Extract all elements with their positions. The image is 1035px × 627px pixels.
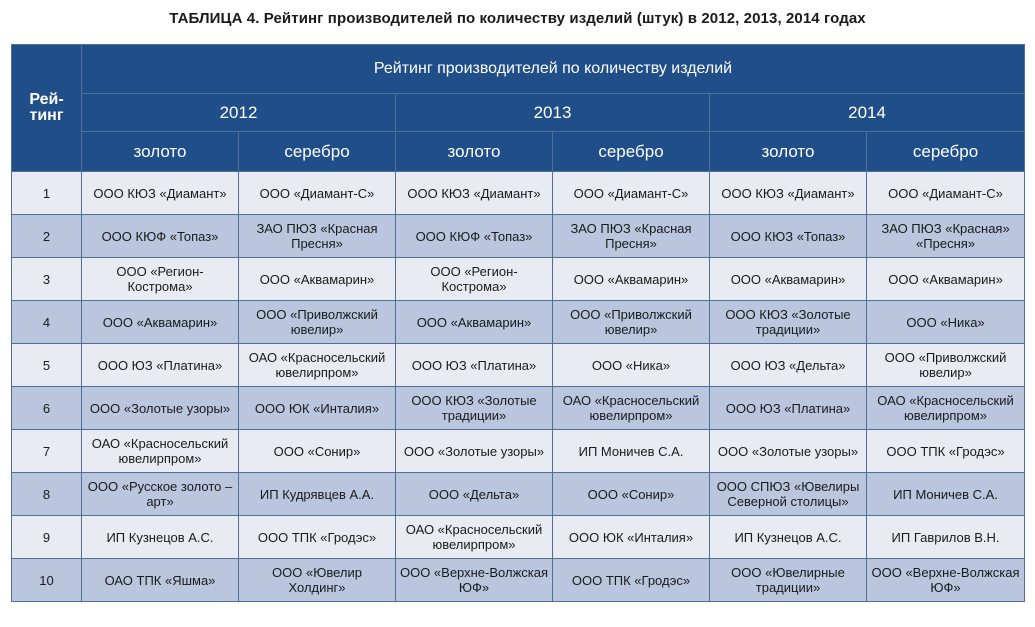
manufacturer-cell: ООО «Аквамарин»: [552, 257, 710, 301]
manufacturer-cell: ОАО «Красносельский ювелирпром»: [238, 343, 396, 387]
manufacturer-cell: ООО «Золотые узоры»: [395, 429, 553, 473]
year-header-2014: 2014: [708, 93, 1026, 132]
manufacturer-cell: ИП Кудрявцев А.А.: [238, 472, 396, 516]
rating-table: Рей- тинг Рейтинг производителей по коли…: [11, 44, 1026, 602]
manufacturer-cell: ООО СПЮЗ «Ювелиры Северной столицы»: [709, 472, 867, 516]
manufacturer-cell: ОАО «Красносельский ювелирпром»: [395, 515, 553, 559]
manufacturer-cell: ООО «Аквамарин»: [865, 257, 1026, 301]
group-title-header: Рейтинг производителей по количеству изд…: [80, 44, 1026, 94]
manufacturer-cell: ООО «Ника»: [865, 300, 1026, 344]
manufacturer-cell: ООО «Приволжский ювелир»: [238, 300, 396, 344]
manufacturer-cell: ООО «Ника»: [552, 343, 710, 387]
manufacturer-cell: ОАО «Красносельский ювелирпром»: [81, 429, 239, 473]
manufacturer-cell: ОАО ТПК «Яшма»: [81, 558, 239, 602]
rank-cell: 4: [11, 300, 82, 344]
manufacturer-cell: ООО КЮЗ «Топаз»: [709, 214, 867, 258]
metal-header-silver-2012: серебро: [238, 131, 396, 172]
table-row: 8 ООО «Русское золото – арт» ИП Кудрявцев …: [11, 472, 1026, 516]
manufacturer-cell: ИП Гаврилов В.Н.: [865, 515, 1026, 559]
manufacturer-cell: ООО «Ювелирные традиции»: [709, 558, 867, 602]
table-row: 6 ООО «Золотые узоры» ООО ЮК «Инталия» ООО …: [11, 386, 1026, 430]
manufacturer-cell: ООО «Верхне-Волжская ЮФ»: [865, 558, 1026, 602]
table-body: 1 ООО КЮЗ «Диамант» ООО «Диамант-С» ООО КЮЗ…: [11, 171, 1026, 602]
manufacturer-cell: ООО КЮФ «Топаз»: [81, 214, 239, 258]
manufacturer-cell: ИП Кузнецов А.С.: [81, 515, 239, 559]
manufacturer-cell: ООО ЮК «Инталия»: [238, 386, 396, 430]
manufacturer-cell: ООО «Золотые узоры»: [709, 429, 867, 473]
manufacturer-cell: ООО «Сонир»: [238, 429, 396, 473]
manufacturer-cell: ООО «Сонир»: [552, 472, 710, 516]
manufacturer-cell: ООО ЮЗ «Платина»: [395, 343, 553, 387]
table-row: 5 ООО ЮЗ «Платина» ОАО «Красносельский юве…: [11, 343, 1026, 387]
manufacturer-cell: ООО «Приволжский ювелир»: [865, 343, 1026, 387]
manufacturer-cell: ООО «Диамант-С»: [238, 171, 396, 215]
manufacturer-cell: ООО «Диамант-С»: [865, 171, 1026, 215]
rank-header-line-1: Рей-: [29, 91, 64, 108]
manufacturer-cell: ИП Моничев С.А.: [552, 429, 710, 473]
manufacturer-cell: ООО «Регион-Кострома»: [81, 257, 239, 301]
table-row: 1 ООО КЮЗ «Диамант» ООО «Диамант-С» ООО КЮЗ…: [11, 171, 1026, 215]
manufacturer-cell: ООО «Аквамарин»: [81, 300, 239, 344]
rank-cell: 8: [11, 472, 82, 516]
metal-header-gold-2013: золото: [395, 131, 553, 172]
manufacturer-cell: ЗАО ПЮЗ «Красная» «Пресня»: [865, 214, 1026, 258]
manufacturer-cell: ООО «Аквамарин»: [238, 257, 396, 301]
manufacturer-cell: ООО КЮФ «Топаз»: [395, 214, 553, 258]
manufacturer-cell: ООО «Приволжский ювелир»: [552, 300, 710, 344]
manufacturer-cell: ООО «Регион-Кострома»: [395, 257, 553, 301]
manufacturer-cell: ООО ЮЗ «Платина»: [81, 343, 239, 387]
table-row: 4 ООО «Аквамарин» ООО «Приволжский ювелир»…: [11, 300, 1026, 344]
rank-cell: 6: [11, 386, 82, 430]
manufacturer-cell: ООО «Аквамарин»: [395, 300, 553, 344]
manufacturer-cell: ОАО «Красносельский ювелирпром»: [552, 386, 710, 430]
metal-header-gold-2014: золото: [709, 131, 867, 172]
table-row: 9 ИП Кузнецов А.С. ООО ТПК «Гродэс» ОАО «Кр…: [11, 515, 1026, 559]
table-caption: ТАБЛИЦА 4. Рейтинг производителей по кол…: [169, 10, 866, 27]
rank-cell: 9: [11, 515, 82, 559]
manufacturer-cell: ООО ТПК «Гродэс»: [552, 558, 710, 602]
table-row: 2 ООО КЮФ «Топаз» ЗАО ПЮЗ «Красная Пресня»…: [11, 214, 1026, 258]
rank-header-line-2: тинг: [29, 107, 64, 124]
manufacturer-cell: ООО КЮЗ «Золотые традиции»: [709, 300, 867, 344]
metal-header-silver-2014: серебро: [865, 131, 1026, 172]
manufacturer-cell: ООО КЮЗ «Золотые традиции»: [395, 386, 553, 430]
rank-cell: 3: [11, 257, 82, 301]
manufacturer-cell: ООО «Ювелир Холдинг»: [238, 558, 396, 602]
rank-column-header: Рей- тинг: [11, 44, 82, 172]
rank-cell: 1: [11, 171, 82, 215]
manufacturer-cell: ООО КЮЗ «Диамант»: [395, 171, 553, 215]
year-header-2012: 2012: [81, 93, 396, 132]
manufacturer-cell: ООО «Диамант-С»: [552, 171, 710, 215]
table-row: 10 ОАО ТПК «Яшма» ООО «Ювелир Холдинг» ООО …: [11, 558, 1026, 602]
manufacturer-cell: ООО ЮЗ «Платина»: [709, 386, 867, 430]
manufacturer-cell: ООО КЮЗ «Диамант»: [709, 171, 867, 215]
manufacturer-cell: ООО ЮК «Инталия»: [552, 515, 710, 559]
metal-header-silver-2013: серебро: [552, 131, 710, 172]
manufacturer-cell: ОАО «Красносельский ювелирпром»: [865, 386, 1026, 430]
manufacturer-cell: ИП Кузнецов А.С.: [709, 515, 867, 559]
manufacturer-cell: ООО КЮЗ «Диамант»: [81, 171, 239, 215]
manufacturer-cell: ЗАО ПЮЗ «Красная Пресня»: [238, 214, 396, 258]
table-row: 7 ОАО «Красносельский ювелирпром» ООО «Сон…: [11, 429, 1026, 473]
table-row: 3 ООО «Регион-Кострома» ООО «Аквамарин» ООО…: [11, 257, 1026, 301]
manufacturer-cell: ООО «Русское золото – арт»: [81, 472, 239, 516]
manufacturer-cell: ООО «Аквамарин»: [709, 257, 867, 301]
manufacturer-cell: ИП Моничев С.А.: [865, 472, 1026, 516]
rank-cell: 5: [11, 343, 82, 387]
metal-header-gold-2012: золото: [81, 131, 239, 172]
manufacturer-cell: ЗАО ПЮЗ «Красная Пресня»: [552, 214, 710, 258]
manufacturer-cell: ООО ТПК «Гродэс»: [865, 429, 1026, 473]
manufacturer-cell: ООО ТПК «Гродэс»: [238, 515, 396, 559]
year-header-2013: 2013: [395, 93, 710, 132]
manufacturer-cell: ООО «Дельта»: [395, 472, 553, 516]
rank-cell: 2: [11, 214, 82, 258]
rank-cell: 7: [11, 429, 82, 473]
manufacturer-cell: ООО ЮЗ «Дельта»: [709, 343, 867, 387]
manufacturer-cell: ООО «Золотые узоры»: [81, 386, 239, 430]
manufacturer-cell: ООО «Верхне-Волжская ЮФ»: [395, 558, 553, 602]
rank-cell: 10: [11, 558, 82, 602]
